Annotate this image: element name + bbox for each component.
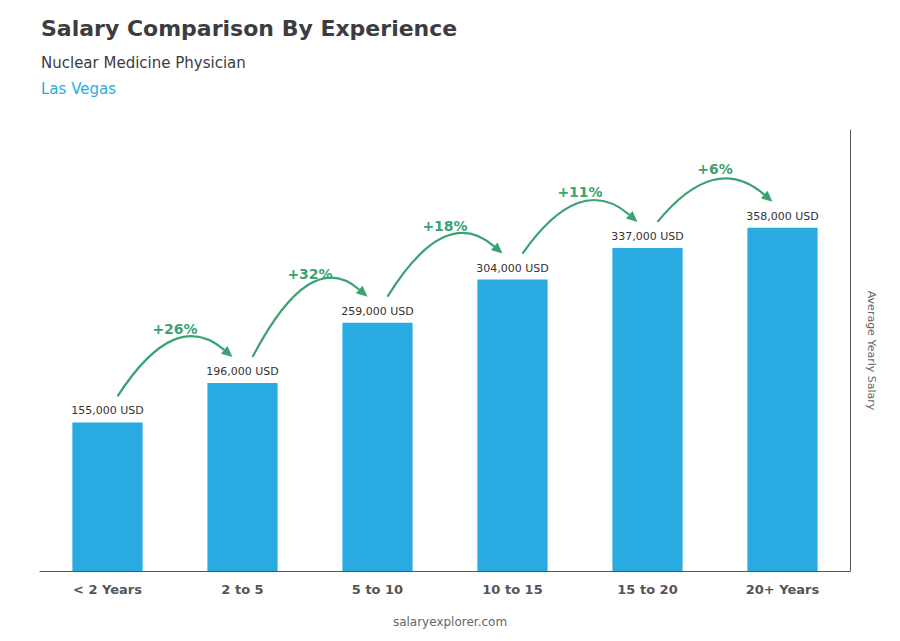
svg-text:259,000 USD: 259,000 USD — [341, 305, 414, 318]
svg-text:5 to 10: 5 to 10 — [352, 582, 403, 597]
svg-text:+32%: +32% — [287, 266, 332, 282]
svg-text:+6%: +6% — [697, 161, 733, 177]
svg-text:Salary Comparison By Experienc: Salary Comparison By Experience — [41, 16, 457, 41]
svg-text:< 2 Years: < 2 Years — [73, 582, 142, 597]
svg-text:196,000 USD: 196,000 USD — [206, 365, 279, 378]
svg-text:10 to 15: 10 to 15 — [482, 582, 542, 597]
svg-text:155,000 USD: 155,000 USD — [71, 404, 144, 417]
svg-text:+11%: +11% — [557, 184, 602, 200]
svg-text:Average Yearly Salary: Average Yearly Salary — [865, 291, 878, 411]
svg-text:salaryexplorer.com: salaryexplorer.com — [393, 615, 507, 629]
svg-text:+18%: +18% — [422, 218, 467, 234]
svg-text:Las Vegas: Las Vegas — [41, 80, 116, 98]
svg-text:2 to 5: 2 to 5 — [221, 582, 263, 597]
svg-text:304,000 USD: 304,000 USD — [476, 262, 549, 275]
svg-text:Nuclear Medicine Physician: Nuclear Medicine Physician — [41, 54, 246, 72]
svg-text:337,000 USD: 337,000 USD — [611, 230, 684, 243]
svg-text:15 to 20: 15 to 20 — [617, 582, 677, 597]
svg-text:20+ Years: 20+ Years — [746, 582, 820, 597]
svg-text:358,000 USD: 358,000 USD — [746, 210, 819, 223]
svg-text:+26%: +26% — [152, 321, 197, 337]
